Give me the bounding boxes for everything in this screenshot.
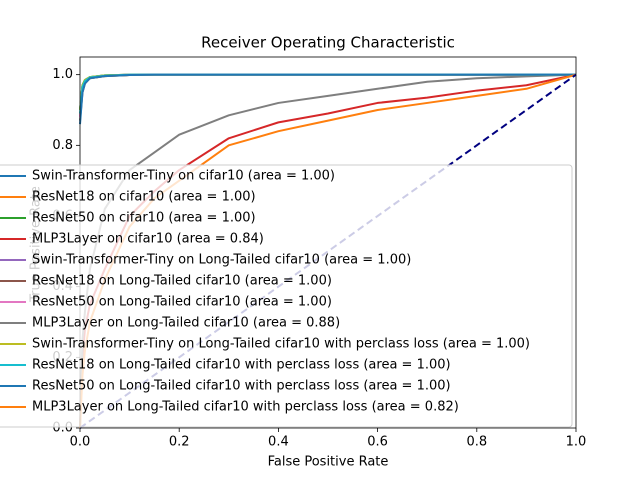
x-axis-label: False Positive Rate [268,455,389,470]
chart-title: Receiver Operating Characteristic [201,34,455,52]
legend-label: ResNet18 on Long-Tailed cifar10 (area = … [32,274,332,289]
legend-box [0,164,573,428]
legend-label: MLP3Layer on cifar10 (area = 0.84) [32,232,264,247]
legend-label: Swin-Transformer-Tiny on cifar10 (area =… [32,169,335,184]
x-tick-label: 0.8 [466,435,487,450]
legend-label: ResNet18 on cifar10 (area = 1.00) [32,190,256,205]
y-tick-label: 0.8 [52,138,73,153]
legend-label: ResNet50 on Long-Tailed cifar10 (area = … [32,295,332,310]
x-tick-label: 0.0 [70,435,91,450]
x-tick-label: 0.2 [169,435,190,450]
legend-label: ResNet50 on cifar10 (area = 1.00) [32,211,256,226]
legend: Swin-Transformer-Tiny on cifar10 (area =… [0,164,573,428]
plot-area: 0.00.20.40.60.81.00.00.20.40.60.81.0 [52,56,587,450]
x-tick-label: 0.4 [268,435,289,450]
legend-label: MLP3Layer on Long-Tailed cifar10 with pe… [32,400,459,415]
legend-label: ResNet50 on Long-Tailed cifar10 with per… [32,379,451,394]
x-tick-label: 1.0 [566,435,587,450]
roc-line [79,73,576,125]
legend-label: Swin-Transformer-Tiny on Long-Tailed cif… [32,337,530,352]
x-tick-label: 0.6 [367,435,388,450]
y-tick-label: 1.0 [52,67,73,82]
legend-label: MLP3Layer on Long-Tailed cifar10 (area =… [32,316,340,331]
legend-label: Swin-Transformer-Tiny on Long-Tailed cif… [32,253,411,268]
legend-label: ResNet18 on Long-Tailed cifar10 with per… [32,358,451,373]
